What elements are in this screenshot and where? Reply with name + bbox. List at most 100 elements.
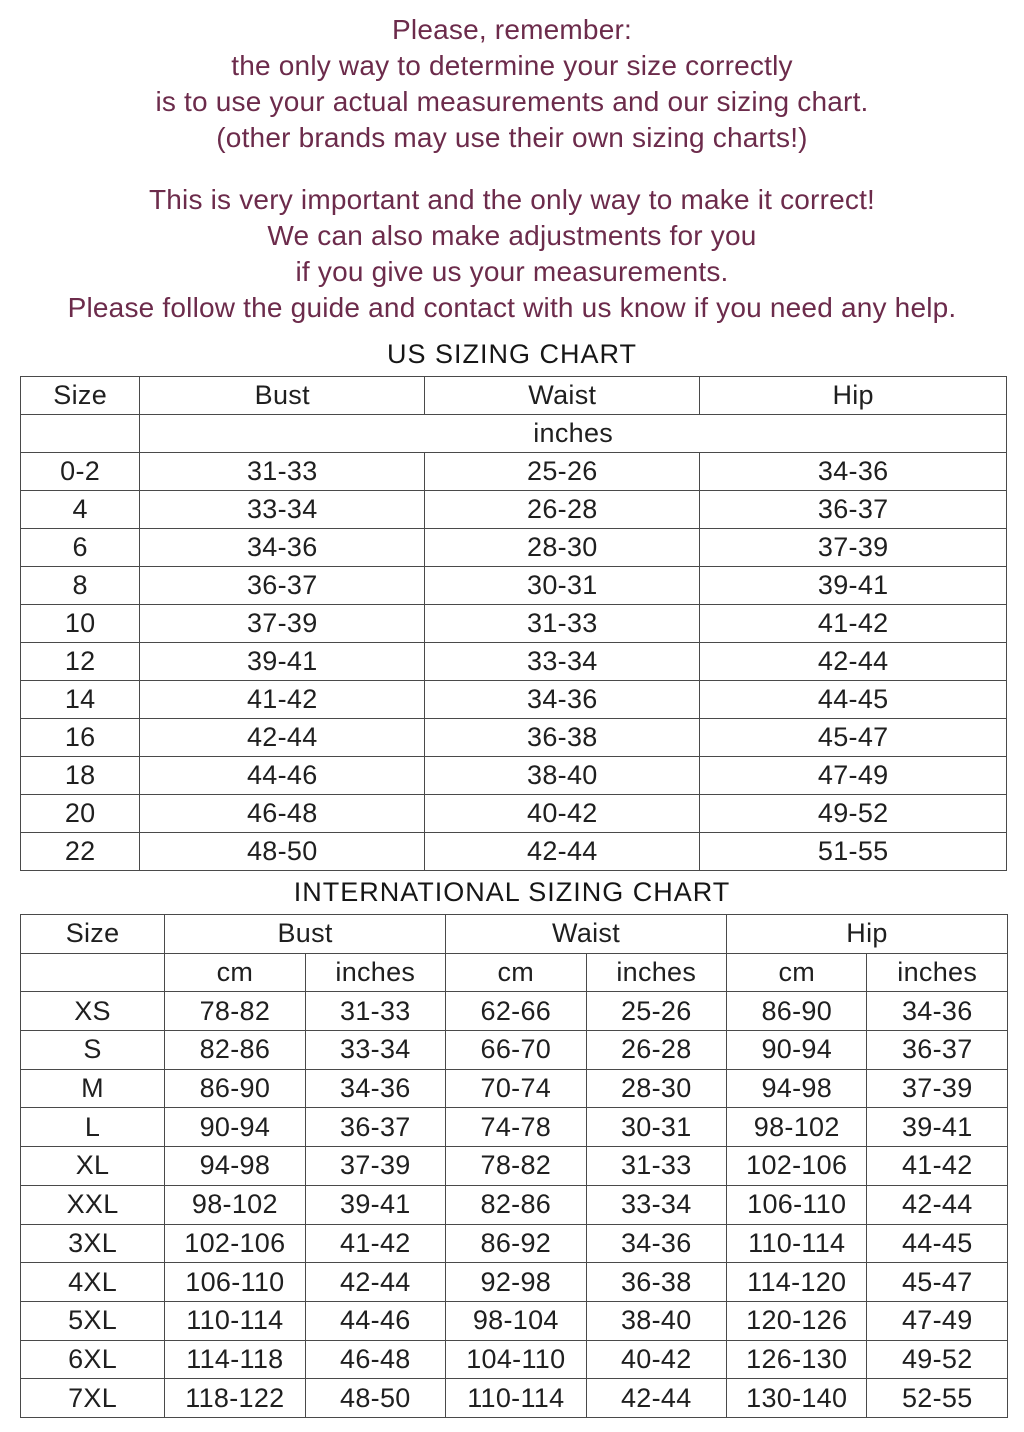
cell-waist: 31-33 (424, 604, 701, 643)
cell-waist-cm: 62-66 (445, 991, 587, 1032)
cell-bust: 39-41 (139, 642, 426, 681)
cell-waist: 36-38 (424, 718, 701, 757)
cell-waist: 42-44 (424, 832, 701, 871)
notice-line: We can also make adjustments for you (267, 220, 757, 251)
cell-hip-inches: 41-42 (866, 1146, 1008, 1186)
cell-hip: 44-45 (699, 680, 1007, 719)
cell-waist-cm: 86-92 (445, 1223, 587, 1264)
unit-label-cell: inches (139, 414, 1007, 453)
cell-waist-cm: 110-114 (445, 1378, 587, 1418)
cell-bust-inches: 33-34 (304, 1030, 447, 1070)
cell-waist: 30-31 (424, 566, 701, 605)
table-row: 5XL 110-114 44-46 98-104 38-40 120-126 4… (19, 1300, 1008, 1341)
cell-bust: 37-39 (139, 604, 426, 643)
cell-size: 14 (19, 680, 141, 719)
cell-hip-inches: 34-36 (866, 991, 1008, 1032)
table-row: 10 37-39 31-33 41-42 (19, 604, 1007, 643)
cell-waist: 38-40 (424, 756, 701, 795)
us-sizing-table: Size Bust Waist Hip inches 0-2 31-33 25-… (19, 376, 1007, 871)
column-header-hip: Hip (726, 914, 1008, 954)
column-header-size: Size (19, 914, 166, 954)
cell-size: 20 (19, 794, 141, 833)
table-row: 3XL 102-106 41-42 86-92 34-36 110-114 44… (19, 1223, 1008, 1264)
cell-waist-inches: 28-30 (585, 1068, 728, 1109)
cell-size: 7XL (19, 1378, 166, 1418)
cell-bust-inches: 31-33 (304, 991, 447, 1032)
cell-hip-inches: 37-39 (866, 1068, 1008, 1109)
cell-size: 4XL (19, 1262, 166, 1302)
cell-waist: 26-28 (424, 490, 701, 529)
column-header-bust: Bust (139, 376, 426, 415)
cell-hip-inches: 36-37 (866, 1030, 1008, 1070)
cell-bust-cm: 90-94 (164, 1107, 306, 1148)
cell-bust-inches: 36-37 (304, 1107, 447, 1148)
cell-size: XXL (19, 1184, 166, 1225)
cell-waist-cm: 70-74 (445, 1068, 587, 1109)
notice-line: if you give us your measurements. (295, 256, 729, 287)
cell-bust-cm: 78-82 (164, 991, 306, 1032)
intl-chart-title: INTERNATIONAL SIZING CHART (293, 877, 731, 907)
cell-size: 4 (19, 490, 141, 529)
cell-hip: 41-42 (699, 604, 1007, 643)
cell-waist-cm: 74-78 (445, 1107, 587, 1148)
cell-size: 18 (19, 756, 141, 795)
cell-waist-cm: 78-82 (445, 1146, 587, 1186)
cell-size: 5XL (19, 1300, 166, 1341)
sub-column-header-hip-cm: cm (725, 952, 868, 993)
empty-cell (19, 952, 166, 993)
cell-hip-cm: 110-114 (725, 1223, 868, 1264)
table-row: 8 36-37 30-31 39-41 (19, 566, 1007, 605)
cell-bust-cm: 82-86 (164, 1030, 306, 1070)
cell-bust-inches: 39-41 (304, 1184, 447, 1225)
cell-hip-inches: 49-52 (866, 1339, 1008, 1380)
sub-column-header-hip-inches: inches (866, 952, 1008, 993)
cell-size: 8 (19, 566, 141, 605)
international-sizing-table: Size Bust Waist Hip cm inches cm inches … (19, 914, 1008, 1418)
table-row: 6XL 114-118 46-48 104-110 40-42 126-130 … (19, 1339, 1008, 1380)
cell-hip-cm: 106-110 (725, 1184, 868, 1225)
table-row: M 86-90 34-36 70-74 28-30 94-98 37-39 (19, 1068, 1008, 1109)
table-row: 0-2 31-33 25-26 34-36 (19, 452, 1007, 491)
cell-hip-inches: 44-45 (866, 1223, 1008, 1264)
cell-waist-cm: 98-104 (445, 1300, 587, 1341)
table-row: 6 34-36 28-30 37-39 (19, 528, 1007, 567)
cell-hip-cm: 94-98 (725, 1068, 868, 1109)
cell-hip: 36-37 (699, 490, 1007, 529)
column-header-hip: Hip (699, 376, 1007, 415)
cell-waist-inches: 36-38 (585, 1262, 728, 1302)
cell-waist-inches: 33-34 (585, 1184, 728, 1225)
column-header-bust: Bust (164, 914, 447, 954)
notice-line: (other brands may use their own sizing c… (216, 122, 808, 153)
cell-hip-cm: 90-94 (725, 1030, 868, 1070)
cell-waist-inches: 30-31 (585, 1107, 728, 1148)
table-row: 16 42-44 36-38 45-47 (19, 718, 1007, 757)
cell-bust-cm: 118-122 (164, 1378, 306, 1418)
cell-bust: 42-44 (139, 718, 426, 757)
table-row: 12 39-41 33-34 42-44 (19, 642, 1007, 681)
cell-hip: 51-55 (699, 832, 1007, 871)
notice-paragraph-2: This is very important and the only way … (0, 182, 1024, 326)
intl-header-row: Size Bust Waist Hip (19, 914, 1008, 954)
cell-size: 3XL (19, 1223, 166, 1264)
cell-hip-inches: 39-41 (866, 1107, 1008, 1148)
cell-hip-cm: 120-126 (725, 1300, 868, 1341)
cell-hip: 34-36 (699, 452, 1007, 491)
sub-column-header-bust-inches: inches (304, 952, 447, 993)
us-chart-title: US SIZING CHART (386, 339, 638, 369)
cell-bust: 31-33 (139, 452, 426, 491)
table-row: 18 44-46 38-40 47-49 (19, 756, 1007, 795)
table-row: S 82-86 33-34 66-70 26-28 90-94 36-37 (19, 1030, 1008, 1070)
cell-waist: 25-26 (424, 452, 701, 491)
empty-cell (19, 414, 141, 453)
sub-column-header-bust-cm: cm (164, 952, 306, 993)
cell-hip: 45-47 (699, 718, 1007, 757)
table-row: 14 41-42 34-36 44-45 (19, 680, 1007, 719)
cell-bust: 44-46 (139, 756, 426, 795)
column-header-waist: Waist (445, 914, 727, 954)
notice-line: is to use your actual measurements and o… (155, 86, 869, 117)
cell-bust-cm: 94-98 (164, 1146, 306, 1186)
notice-line: This is very important and the only way … (148, 184, 876, 215)
us-header-row: Size Bust Waist Hip (19, 376, 1007, 415)
cell-bust: 33-34 (139, 490, 426, 529)
cell-bust: 48-50 (139, 832, 426, 871)
